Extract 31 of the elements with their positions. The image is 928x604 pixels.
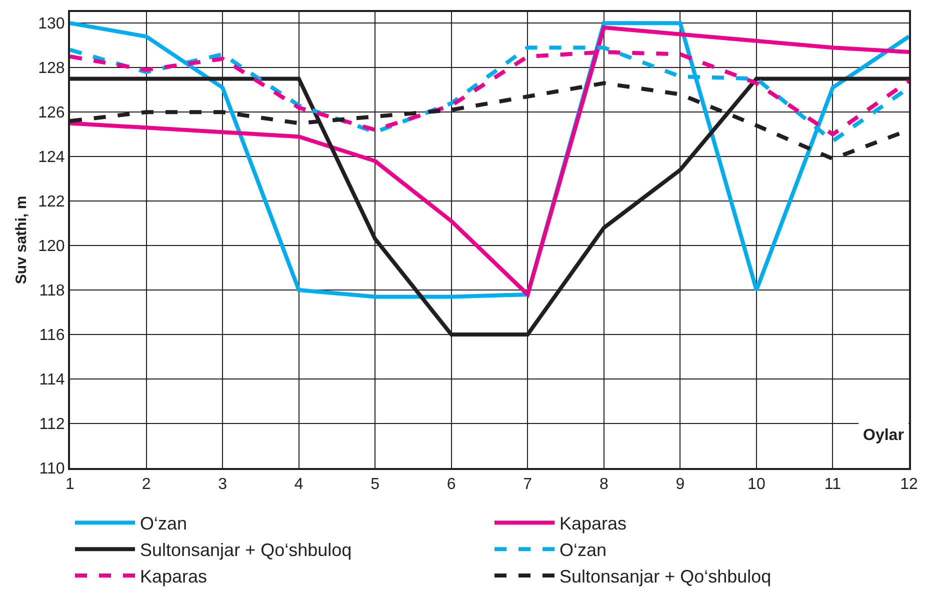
y-tick-label: 122: [38, 194, 65, 211]
y-tick-label: 116: [39, 327, 65, 344]
x-tick-label: 10: [748, 476, 766, 494]
x-tick-label: 6: [446, 476, 456, 494]
y-tick-label: 130: [38, 16, 65, 33]
x-tick-label: 1: [66, 476, 75, 494]
legend-label: Sultonsanjar + Qo‘shbuloq: [140, 540, 352, 560]
legend-label: O‘zan: [140, 514, 188, 534]
x-tick-label: 2: [142, 476, 151, 494]
x-tick-label: 12: [900, 476, 918, 494]
x-axis-title: Oylar: [863, 427, 904, 444]
y-tick-label: 110: [39, 460, 65, 478]
y-tick-label: 120: [38, 238, 65, 256]
legend-label: Kaparas: [560, 514, 627, 534]
y-tick-label: 114: [39, 372, 65, 389]
y-tick-label: 126: [38, 104, 65, 122]
legend-label: Kaparas: [140, 566, 208, 586]
x-tick-label: 5: [370, 476, 380, 494]
y-tick-label: 112: [39, 416, 65, 434]
legend-label: O‘zan: [560, 540, 607, 560]
y-tick-label: 128: [38, 60, 65, 78]
x-tick-label: 9: [676, 476, 685, 494]
x-tick-label: 7: [523, 476, 532, 494]
y-axis-title: Suv sathi, m: [12, 196, 30, 284]
x-tick-label: 11: [824, 476, 842, 494]
y-tick-label: 118: [39, 282, 65, 300]
x-tick-label: 4: [294, 476, 304, 494]
legend-label: Sultonsanjar + Qo‘shbuloq: [560, 566, 772, 586]
x-tick-label: 3: [218, 476, 228, 494]
x-tick-label: 8: [599, 476, 608, 494]
y-tick-label: 124: [38, 149, 65, 166]
